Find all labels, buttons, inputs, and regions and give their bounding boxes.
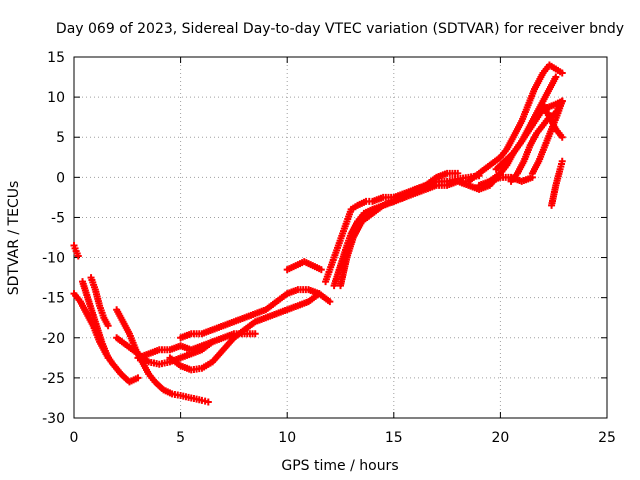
y-tick-label: 10	[47, 90, 65, 106]
data-point	[558, 69, 566, 77]
x-tick-label: 10	[278, 430, 296, 446]
series-track-u	[539, 101, 566, 141]
series-track-a	[70, 242, 82, 260]
series-track-d	[87, 274, 112, 330]
y-tick-label: -15	[42, 291, 65, 307]
y-tick-label: 0	[56, 170, 65, 186]
data-point	[528, 173, 536, 181]
data-point	[317, 266, 325, 274]
data-point	[74, 252, 82, 260]
x-tick-label: 0	[70, 430, 79, 446]
x-axis: 0 5 10 15 20 25	[70, 57, 616, 446]
series-track-t	[475, 173, 536, 189]
data-points	[70, 61, 566, 406]
series-track-i	[177, 286, 334, 342]
x-axis-label: GPS time / hours	[281, 458, 398, 474]
plot-frame	[73, 56, 608, 419]
series-track-e	[113, 306, 212, 406]
data-point	[558, 97, 566, 105]
y-tick-label: 5	[56, 130, 65, 146]
series-track-g	[134, 330, 259, 362]
y-axis: -30 -25 -20 -15 -10 -5 0 5 10 15	[42, 50, 607, 427]
data-point	[326, 298, 334, 306]
y-tick-label: -5	[51, 210, 65, 226]
y-tick-label: -20	[42, 331, 65, 347]
data-point	[104, 354, 112, 362]
y-tick-label: -10	[42, 251, 65, 267]
series-track-c	[79, 278, 112, 362]
grid-lines	[74, 57, 607, 418]
data-point	[558, 157, 566, 165]
y-tick-label: 15	[47, 50, 65, 66]
data-point	[134, 374, 142, 382]
data-point	[552, 73, 560, 81]
series-track-n	[464, 61, 566, 185]
series-track-h	[166, 290, 323, 374]
x-tick-label: 25	[598, 430, 616, 446]
x-tick-label: 20	[491, 430, 509, 446]
data-point	[251, 330, 259, 338]
data-point	[558, 133, 566, 141]
y-tick-label: -30	[42, 411, 65, 427]
data-point	[204, 398, 212, 406]
x-tick-label: 5	[176, 430, 185, 446]
series-track-j	[283, 258, 325, 274]
series-track-s	[548, 157, 566, 209]
y-axis-label: SDTVAR / TECUs	[6, 181, 22, 296]
data-point	[454, 169, 462, 177]
chart-title: Day 069 of 2023, Sidereal Day-to-day VTE…	[56, 21, 624, 37]
y-tick-label: -25	[42, 371, 65, 387]
x-tick-label: 15	[385, 430, 403, 446]
data-point	[104, 322, 112, 330]
